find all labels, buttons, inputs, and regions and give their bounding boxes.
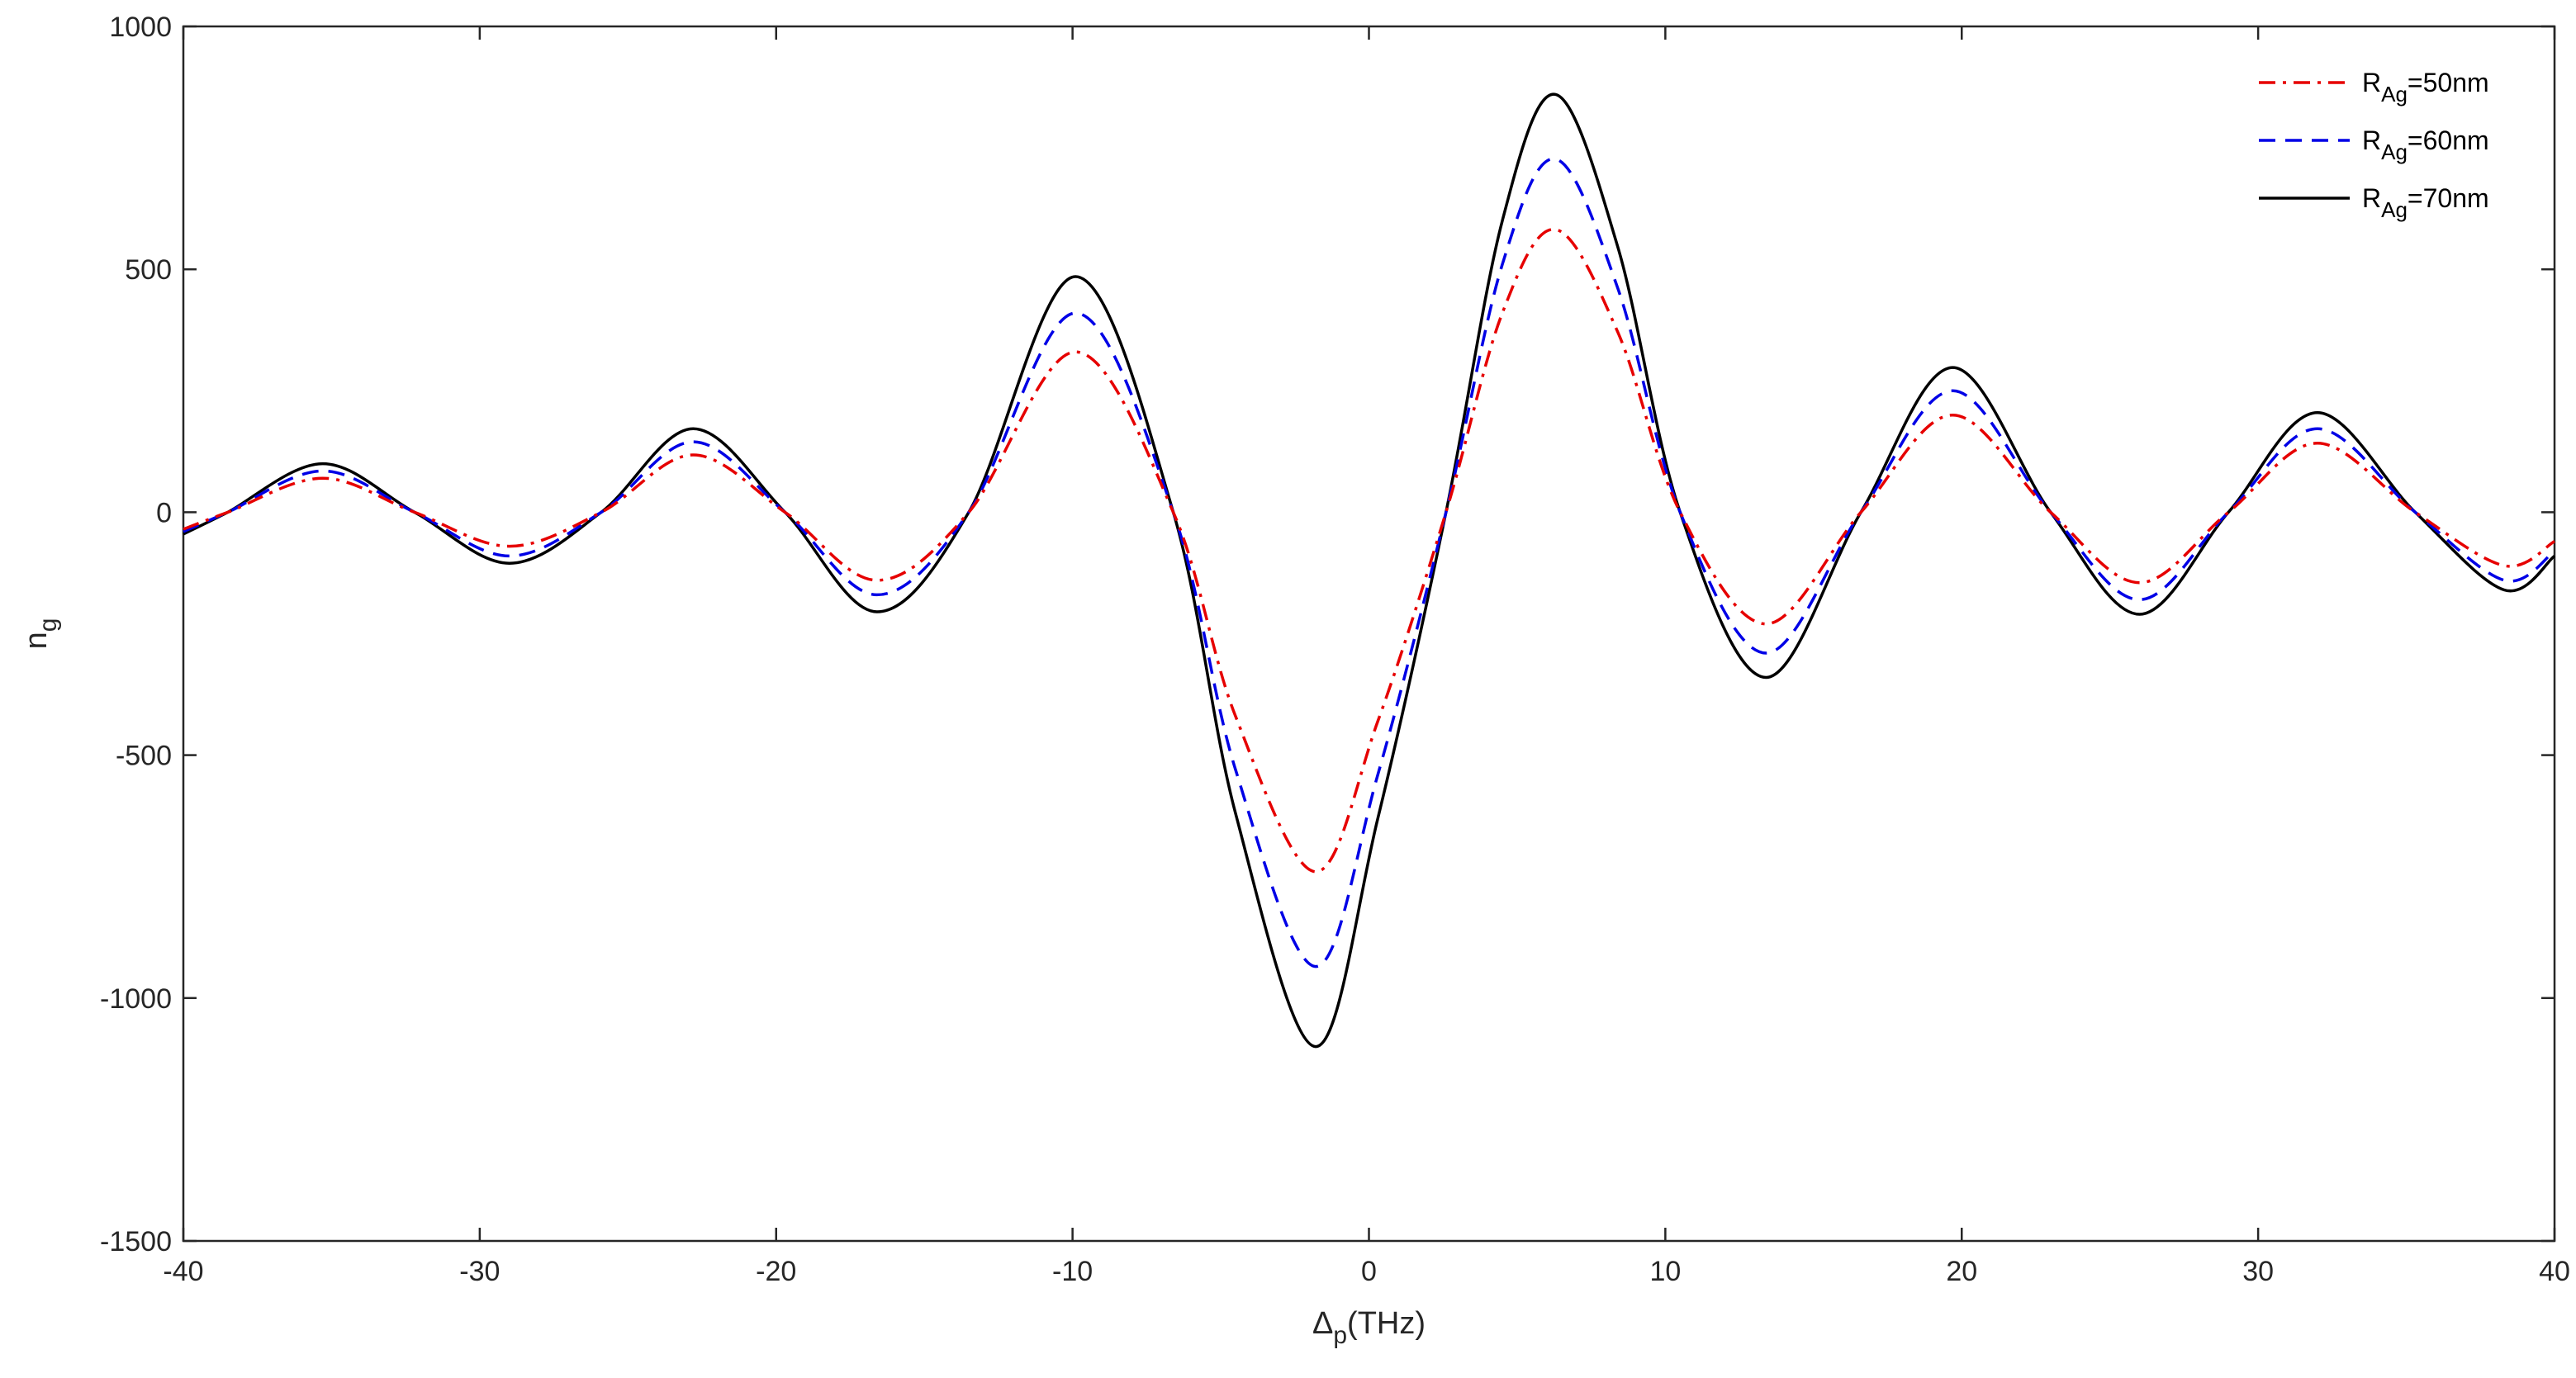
- series-line-1: [183, 157, 2556, 968]
- series-lines: [183, 92, 2556, 1049]
- legend-entry-suffix: =70nm: [2408, 183, 2489, 213]
- legend-entry-0: RAg=50nm: [2362, 68, 2489, 107]
- x-axis-label-base: Δ: [1312, 1306, 1333, 1341]
- y-tick-label: 1000: [109, 12, 172, 43]
- axis-ticks: -40 -30 -20 -10 0 10 20 30 40 -1500 -1000 -500 0 500 1…: [100, 12, 2570, 1287]
- plot-frame: [182, 25, 2556, 1243]
- legend-entry-sub: Ag: [2381, 140, 2408, 164]
- axis-labels: Δp(THz) ng: [19, 618, 1426, 1349]
- legend-entry-base: R: [2362, 68, 2381, 97]
- y-tick-label: 500: [125, 254, 172, 286]
- x-tick-label: 30: [2242, 1256, 2274, 1287]
- x-axis-label-suffix: (THz): [1347, 1306, 1426, 1341]
- x-tick-label: 40: [2539, 1256, 2570, 1287]
- y-axis-label: ng: [19, 618, 62, 650]
- x-axis-label-sub: p: [1333, 1322, 1347, 1349]
- y-axis-label-base: n: [19, 632, 54, 649]
- x-tick-label: 10: [1649, 1256, 1681, 1287]
- x-tick-label: -20: [756, 1256, 796, 1287]
- legend-entry-base: R: [2362, 183, 2381, 213]
- plot-area: [182, 25, 2556, 1243]
- legend-entry-base: R: [2362, 125, 2381, 155]
- legend-entry-2: RAg=70nm: [2362, 183, 2489, 222]
- x-tick-label: 20: [1946, 1256, 1977, 1287]
- x-tick-label: -30: [459, 1256, 500, 1287]
- legend-entry-sub: Ag: [2381, 197, 2408, 222]
- legend-entry-1: RAg=60nm: [2362, 125, 2489, 164]
- x-tick-label: 0: [1361, 1256, 1377, 1287]
- y-tick-label: -1000: [100, 983, 172, 1015]
- x-tick-label: -10: [1052, 1256, 1093, 1287]
- series-line-0: [183, 228, 2555, 874]
- legend-entry-sub: Ag: [2381, 82, 2408, 107]
- y-tick-label: 0: [156, 497, 172, 528]
- legend-entry-suffix: =60nm: [2408, 125, 2489, 155]
- y-tick-label: -500: [116, 741, 172, 772]
- y-tick-label: -1500: [100, 1226, 172, 1257]
- legend-entry-suffix: =50nm: [2408, 68, 2489, 97]
- y-axis-label-sub: g: [35, 618, 62, 632]
- x-axis-label: Δp(THz): [1312, 1306, 1426, 1349]
- series-line-2: [183, 92, 2556, 1049]
- x-tick-label: -40: [163, 1256, 203, 1287]
